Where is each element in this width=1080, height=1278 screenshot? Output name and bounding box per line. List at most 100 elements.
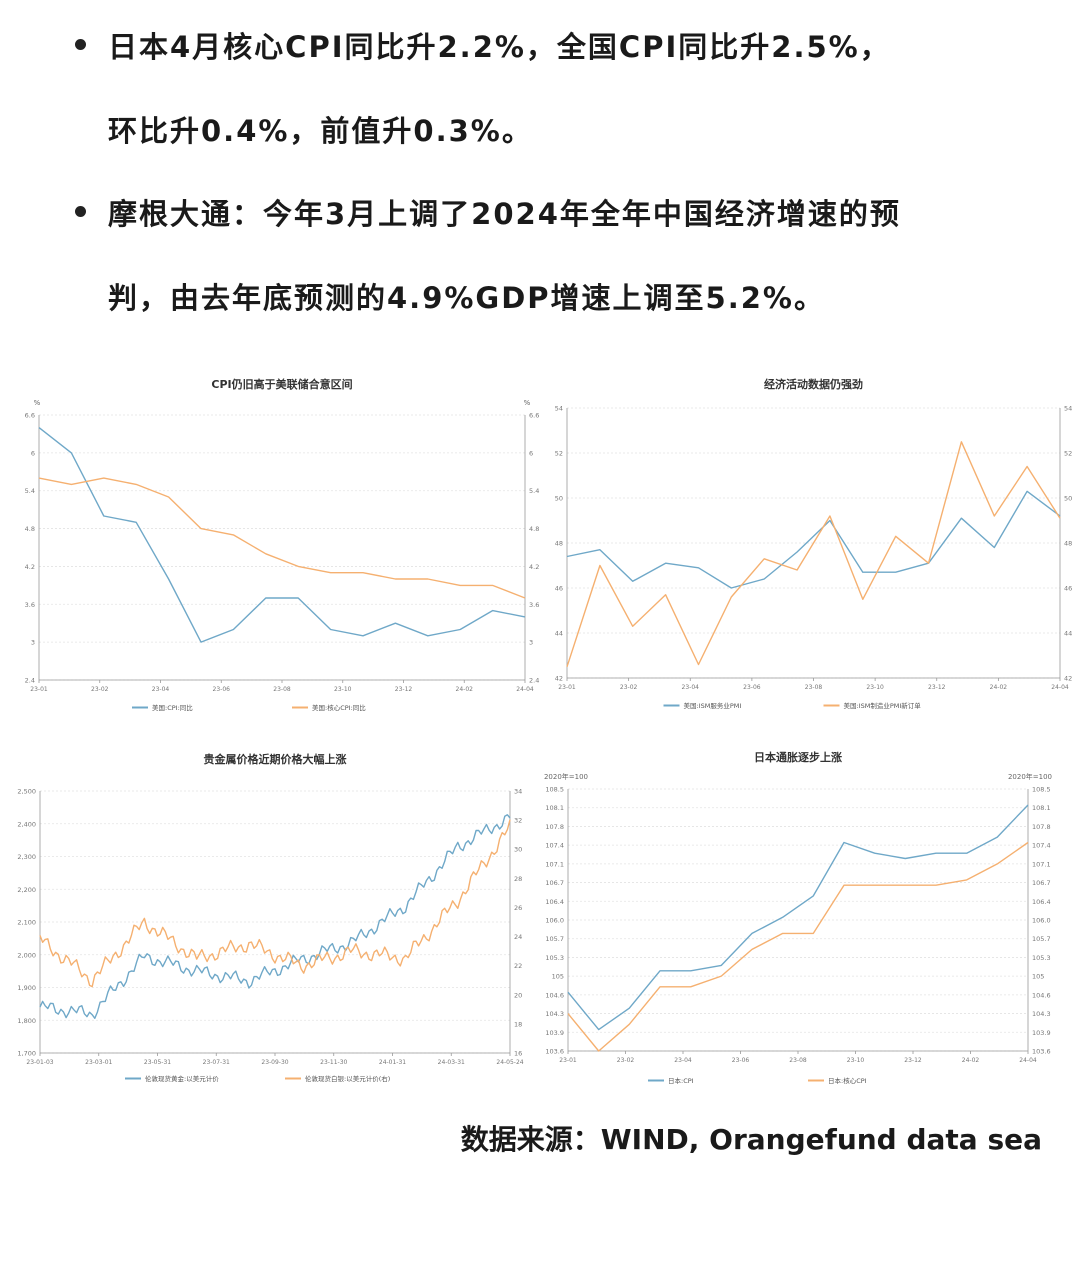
- y-tick-label-right: 50: [1064, 495, 1072, 503]
- legend-label: 伦敦现货黄金:以美元计价: [145, 1074, 219, 1083]
- y-tick-label-right: 107.8: [1032, 823, 1051, 831]
- chart-panel-us-cpi: CPI仍旧高于美联储合意区间%% 2.4 2.4 3 3 3.6 3.6 4.2 4.2 4.8 4…: [15, 370, 545, 720]
- y-tick-label: 2,500: [17, 788, 36, 796]
- x-tick-label: 23-07-31: [203, 1059, 230, 1066]
- x-tick-label: 24-04: [1019, 1057, 1037, 1064]
- y-tick-label: 104.6: [545, 991, 564, 999]
- y-tick-label-right: 54: [1064, 405, 1072, 413]
- y-tick-label-right: 22: [514, 962, 522, 970]
- bullet-dot: [75, 39, 86, 50]
- y-tick-label: 4.8: [25, 525, 35, 533]
- y-tick-label-right: 24: [514, 933, 522, 941]
- x-tick-label: 23-10: [847, 1057, 865, 1064]
- series-line: [39, 819, 511, 988]
- y-tick-label-right: 6: [529, 449, 533, 457]
- y-tick-label: 2,000: [17, 951, 36, 959]
- y-tick-label-right: 18: [514, 1020, 522, 1028]
- bullet-text-line: 摩根大通：今年3月上调了2024年全年中国经济增速的预: [108, 197, 901, 231]
- y-tick-label-right: 108.5: [1032, 786, 1051, 794]
- y-tick-label: 50: [555, 495, 563, 503]
- y-tick-label: 2,100: [17, 919, 36, 927]
- y-tick-label-right: 6.6: [529, 412, 539, 420]
- y-tick-label: 6: [31, 449, 35, 457]
- y-tick-label: 2,200: [17, 886, 36, 894]
- x-tick-label: 24-02: [456, 686, 474, 693]
- legend-label: 美国:核心CPI:同比: [312, 703, 366, 712]
- x-tick-label: 23-08: [805, 684, 823, 691]
- y-tick-label-right: 5.4: [529, 487, 539, 495]
- y-tick-label-right: 42: [1064, 675, 1072, 683]
- y-tick-label-right: 52: [1064, 450, 1072, 458]
- y-tick-label: 103.6: [545, 1048, 564, 1056]
- y-tick-label: 103.9: [545, 1029, 564, 1037]
- x-tick-label: 24-04: [516, 686, 534, 693]
- y-tick-label: 3.6: [25, 601, 35, 609]
- bullet-text-line: 判，由去年底预测的4.9%GDP增速上调至5.2%。: [108, 281, 825, 315]
- y-tick-label: 105.7: [545, 935, 564, 943]
- series-line: [38, 427, 526, 643]
- x-tick-label: 24-02: [990, 684, 1008, 691]
- y-tick-label-right: 106.7: [1032, 879, 1051, 887]
- y-tick-label-right: 104.6: [1032, 991, 1051, 999]
- y-tick-label-right: 4.8: [529, 525, 539, 533]
- x-tick-label: 23-06: [732, 1057, 750, 1064]
- legend-label: 日本:CPI: [668, 1076, 694, 1085]
- y-tick-label-right: 30: [514, 846, 522, 854]
- x-tick-label: 23-04: [152, 686, 170, 693]
- x-tick-label: 23-04: [682, 684, 700, 691]
- bullet-text-line: 日本4月核心CPI同比升2.2%，全国CPI同比升2.5%，: [108, 30, 891, 64]
- y-tick-label-right: 48: [1064, 540, 1072, 548]
- chart-title: 日本通胀逐步上涨: [754, 750, 842, 764]
- y-tick-label: 105: [552, 973, 564, 981]
- x-tick-label: 23-12: [928, 684, 946, 691]
- series-line: [566, 441, 1061, 668]
- y-tick-label: 3: [31, 639, 35, 647]
- y-axis-unit-left: %: [34, 399, 41, 407]
- y-tick-label: 104.3: [545, 1010, 564, 1018]
- legend-label: 伦敦现货白银:以美元计价(右): [305, 1074, 390, 1083]
- x-tick-label: 24-02: [962, 1057, 980, 1064]
- chart-us-cpi: CPI仍旧高于美联储合意区间% % 2.4 2.4 3 3 3.6 3.6 4.2 4.2 4.8 4…: [25, 377, 540, 712]
- y-tick-label: 1,900: [17, 984, 36, 992]
- x-tick-label: 23-01-03: [26, 1059, 53, 1066]
- y-tick-label: 4.2: [25, 563, 35, 571]
- chart-title: 经济活动数据仍强劲: [764, 377, 863, 391]
- x-tick-label: 23-02: [617, 1057, 635, 1064]
- y-axis-unit-right: %: [524, 399, 531, 407]
- y-tick-label: 106.4: [545, 898, 564, 906]
- y-tick-label: 2,400: [17, 820, 36, 828]
- x-tick-label: 23-02: [91, 686, 109, 693]
- x-tick-label: 23-12: [904, 1057, 922, 1064]
- chart-japan-inflation: 日本通胀逐步上涨 2020年=100 2020年=100 103.6 103.6 103.…: [544, 750, 1052, 1085]
- bullet-text-line: 环比升0.4%，前值升0.3%。: [108, 114, 533, 148]
- y-tick-label-right: 106.4: [1032, 898, 1051, 906]
- legend-label: 美国:CPI:同比: [152, 703, 193, 712]
- y-tick-label: 2.4: [25, 677, 35, 685]
- y-axis-unit-left: 2020年=100: [544, 772, 588, 781]
- x-tick-label: 23-12: [395, 686, 413, 693]
- x-tick-label: 23-01: [30, 686, 48, 693]
- y-tick-label-right: 16: [514, 1050, 522, 1058]
- y-tick-label: 107.1: [545, 860, 564, 868]
- y-tick-label: 1,800: [17, 1017, 36, 1025]
- y-tick-label: 6.6: [25, 412, 35, 420]
- y-tick-label-right: 105: [1032, 973, 1044, 981]
- x-tick-label: 23-04: [674, 1057, 692, 1064]
- x-tick-label: 23-08: [273, 686, 291, 693]
- y-tick-label: 48: [555, 540, 563, 548]
- chart-economic-activity: 经济活动数据仍强劲 42 42 44 44 46 46 48 48 50 50 52 52 54 54 23-…: [555, 377, 1073, 710]
- y-tick-label-right: 3.6: [529, 601, 539, 609]
- y-tick-label-right: 108.1: [1032, 804, 1051, 812]
- legend-label: 日本:核心CPI: [828, 1076, 867, 1085]
- chart-panel-economic-activity: 经济活动数据仍强劲 42 42 44 44 46 46 48 48 50 50 52 52 54 54 23-…: [545, 370, 1080, 720]
- series-line: [39, 814, 511, 1019]
- y-tick-label: 106.0: [545, 917, 564, 925]
- chart-title: CPI仍旧高于美联储合意区间: [211, 377, 352, 391]
- y-tick-label: 46: [555, 585, 563, 593]
- y-tick-label-right: 105.3: [1032, 954, 1051, 962]
- x-tick-label: 24-01-31: [379, 1059, 406, 1066]
- x-tick-label: 23-10: [334, 686, 352, 693]
- y-tick-label: 1,700: [17, 1050, 36, 1058]
- y-tick-label-right: 107.4: [1032, 842, 1051, 850]
- y-tick-label-right: 103.9: [1032, 1029, 1051, 1037]
